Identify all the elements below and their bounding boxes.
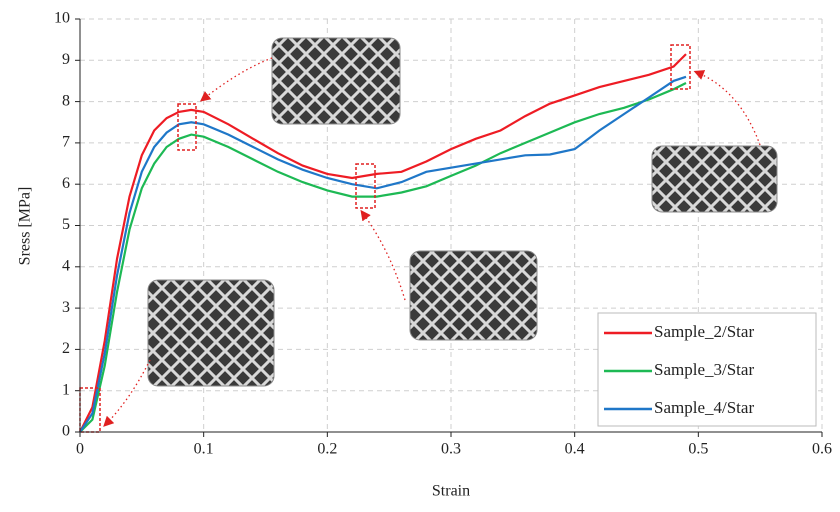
line <box>79 82 687 433</box>
y-tick-label: 0 <box>62 423 70 440</box>
arrow <box>103 359 151 427</box>
highlight-box <box>670 44 691 90</box>
legend-label: Sample_4/Star <box>654 398 754 417</box>
x-tick-label: 0.1 <box>194 441 214 458</box>
y-tick-label: 3 <box>62 299 70 316</box>
y-tick-label: 6 <box>62 175 70 192</box>
y-tick-label: 10 <box>54 10 70 27</box>
legend-label: Sample_3/Star <box>654 360 754 379</box>
y-tick-label: 4 <box>62 257 70 274</box>
highlight-box <box>355 163 376 209</box>
y-tick-label: 9 <box>62 51 70 68</box>
annotations <box>79 37 778 433</box>
y-tick-label: 5 <box>62 216 70 233</box>
x-tick-label: 0 <box>76 441 84 458</box>
x-axis-label: Strain <box>432 483 470 500</box>
line <box>79 75 687 433</box>
y-tick-label: 1 <box>62 381 70 398</box>
photo <box>651 145 778 213</box>
x-tick-label: 0.2 <box>317 441 337 458</box>
arrow <box>360 209 406 301</box>
arrow <box>199 57 273 102</box>
legend-label: Sample_2/Star <box>654 322 754 341</box>
x-tick-label: 0.5 <box>688 441 708 458</box>
x-tick-label: 0.4 <box>565 441 585 458</box>
x-tick-label: 0.6 <box>812 441 832 458</box>
y-tick-label: 8 <box>62 92 70 109</box>
y-tick-label: 2 <box>62 340 70 357</box>
photo <box>409 250 538 341</box>
line <box>79 53 687 433</box>
x-tick-label: 0.3 <box>441 441 461 458</box>
y-axis-label: Sress [MPa] <box>17 187 34 266</box>
photo <box>271 37 401 125</box>
y-tick-label: 7 <box>62 134 70 151</box>
arrow <box>693 70 761 146</box>
photo <box>147 279 275 387</box>
highlight-box <box>177 103 197 151</box>
